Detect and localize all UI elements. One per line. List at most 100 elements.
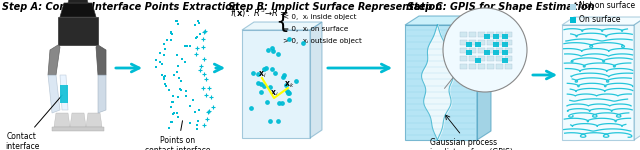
Point [265, 85, 275, 88]
Polygon shape [60, 85, 68, 103]
Text: < 0,  xᵢ inside object: < 0, xᵢ inside object [283, 14, 356, 20]
Polygon shape [52, 127, 104, 131]
Bar [486, 48, 493, 53]
Text: Gaussian process
implict surface (GPIS): Gaussian process implict surface (GPIS) [430, 115, 513, 150]
Bar [486, 32, 493, 37]
Point [267, 67, 277, 70]
Point [259, 68, 269, 70]
Bar [468, 63, 476, 69]
Point [262, 101, 273, 103]
Bar [570, 17, 576, 23]
Point [291, 80, 301, 82]
Bar [466, 42, 472, 46]
Bar [486, 56, 493, 61]
Bar [477, 56, 484, 61]
Text: Contact
interface: Contact interface [5, 95, 62, 150]
Bar [460, 56, 467, 61]
Point [282, 90, 292, 93]
Bar [475, 42, 481, 46]
Text: = 0,  xᵢ on surface: = 0, xᵢ on surface [283, 26, 348, 32]
Bar [504, 48, 511, 53]
Point [253, 82, 263, 84]
Bar [475, 58, 481, 63]
Bar [460, 32, 467, 37]
Polygon shape [405, 16, 491, 25]
Bar [495, 56, 502, 61]
Bar [502, 58, 508, 63]
Point [278, 74, 289, 76]
Bar [504, 56, 511, 61]
Text: On surface: On surface [579, 15, 621, 24]
Bar [477, 39, 484, 45]
Text: > 0,  xᵢ outside object: > 0, xᵢ outside object [283, 38, 362, 44]
Text: $\mathbf{x}_k$: $\mathbf{x}_k$ [284, 79, 294, 90]
Polygon shape [96, 45, 106, 75]
Bar [468, 39, 476, 45]
Point [284, 99, 294, 101]
Point [255, 91, 266, 93]
Bar [468, 48, 476, 53]
Point [273, 53, 283, 56]
Point [284, 38, 294, 40]
Point [268, 49, 278, 52]
Point [298, 42, 308, 44]
Bar [468, 32, 476, 37]
Point [259, 84, 269, 87]
Text: Step B: Implict Surface Representation: Step B: Implict Surface Representation [228, 2, 442, 12]
Polygon shape [60, 3, 96, 17]
Bar [493, 42, 499, 46]
Bar [493, 50, 499, 54]
Polygon shape [562, 17, 640, 25]
Bar [502, 50, 508, 54]
Text: Not on surface: Not on surface [579, 2, 635, 10]
Bar [486, 63, 493, 69]
Text: $\mathbf{x}_j$: $\mathbf{x}_j$ [270, 89, 278, 100]
Bar [493, 34, 499, 39]
Polygon shape [48, 45, 60, 75]
Point [267, 47, 277, 49]
Text: $f(\mathbf{x}):\ R^3\!\to\!R = $: $f(\mathbf{x}):\ R^3\!\to\!R = $ [230, 7, 287, 20]
Bar [484, 50, 490, 54]
Bar [484, 34, 490, 39]
Bar [495, 48, 502, 53]
Point [278, 76, 289, 78]
Polygon shape [98, 75, 106, 113]
Polygon shape [242, 30, 310, 138]
Bar [495, 39, 502, 45]
Point [273, 119, 283, 122]
Bar [477, 63, 484, 69]
Bar [460, 39, 467, 45]
Polygon shape [634, 17, 640, 140]
Bar [502, 42, 508, 46]
Polygon shape [477, 16, 491, 140]
Text: Step C: GPIS for Shape Estimation: Step C: GPIS for Shape Estimation [407, 2, 595, 12]
Polygon shape [58, 17, 98, 45]
Point [246, 107, 257, 110]
Circle shape [443, 8, 527, 92]
Polygon shape [68, 0, 88, 3]
Bar [477, 32, 484, 37]
Polygon shape [48, 75, 60, 113]
Text: {: { [275, 12, 289, 32]
Point [277, 102, 287, 105]
Text: $\mathbf{x}_i$: $\mathbf{x}_i$ [258, 69, 266, 80]
Point [265, 120, 275, 122]
Polygon shape [310, 22, 322, 138]
Point [261, 67, 271, 69]
Point [283, 91, 293, 93]
Bar [495, 32, 502, 37]
Bar [495, 63, 502, 69]
Bar [504, 32, 511, 37]
Bar [460, 48, 467, 53]
Polygon shape [242, 22, 322, 30]
Point [255, 83, 266, 85]
Point [270, 72, 280, 75]
Bar [486, 39, 493, 45]
Bar [468, 56, 476, 61]
Bar [502, 34, 508, 39]
Polygon shape [70, 113, 86, 127]
Bar [570, 4, 576, 10]
Point [284, 92, 294, 94]
Text: Step A: Contact Interface Points Extraction: Step A: Contact Interface Points Extract… [2, 2, 239, 12]
Point [253, 73, 263, 76]
